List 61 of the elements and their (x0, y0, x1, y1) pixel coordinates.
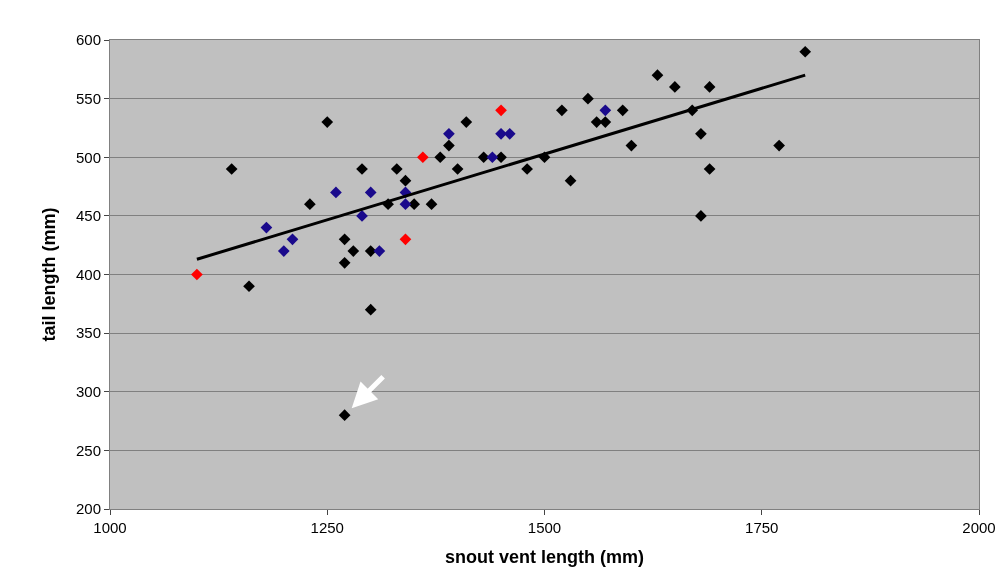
y-tick-label: 550 (75, 89, 101, 107)
x-tick-label: 1250 (310, 519, 344, 536)
x-tick-label: 1750 (745, 519, 779, 536)
point (773, 139, 785, 152)
point (243, 280, 255, 293)
point (625, 139, 638, 152)
point (434, 151, 447, 164)
point (495, 127, 507, 140)
point (347, 245, 360, 257)
point (390, 163, 403, 175)
point (616, 104, 629, 117)
point (556, 104, 568, 117)
point (338, 233, 351, 246)
y-tick-label: 300 (75, 383, 101, 400)
point (373, 245, 386, 257)
point (651, 69, 664, 82)
point (695, 210, 707, 222)
point (225, 163, 238, 175)
point (460, 116, 473, 128)
point (703, 81, 716, 93)
point (338, 256, 351, 269)
point (669, 81, 681, 93)
x-tick-label: 2000 (962, 519, 996, 536)
point (451, 163, 464, 175)
point (443, 127, 455, 140)
y-tick-label: 450 (75, 207, 101, 225)
y-tick-label: 200 (75, 500, 101, 518)
point (260, 221, 273, 234)
point (486, 151, 499, 164)
point (443, 139, 455, 152)
point (495, 104, 507, 117)
point (425, 198, 438, 210)
y-tick-label: 400 (75, 265, 101, 283)
point (338, 409, 351, 422)
point (399, 198, 412, 210)
point (416, 151, 429, 164)
y-tick-label: 350 (75, 324, 101, 342)
point (277, 245, 290, 257)
x-axis-title: snout vent length (mm) (445, 547, 644, 568)
point (304, 198, 316, 210)
point (799, 45, 812, 58)
point (399, 174, 412, 187)
point (582, 92, 594, 105)
y-tick-label: 600 (75, 31, 101, 49)
x-tick-label: 1000 (93, 519, 127, 536)
point (330, 186, 342, 199)
point (286, 233, 299, 246)
point (599, 104, 612, 117)
point (564, 174, 577, 187)
y-axis-title: tail length (mm) (39, 207, 60, 342)
point (703, 163, 716, 175)
x-tick-label: 1500 (527, 519, 562, 536)
y-tick-label: 500 (75, 148, 101, 166)
point (321, 116, 334, 128)
point (364, 303, 377, 316)
point (495, 151, 507, 164)
y-tick-label: 250 (75, 441, 101, 459)
point (191, 268, 203, 281)
point (364, 186, 377, 199)
point (695, 127, 707, 140)
point (399, 233, 412, 246)
